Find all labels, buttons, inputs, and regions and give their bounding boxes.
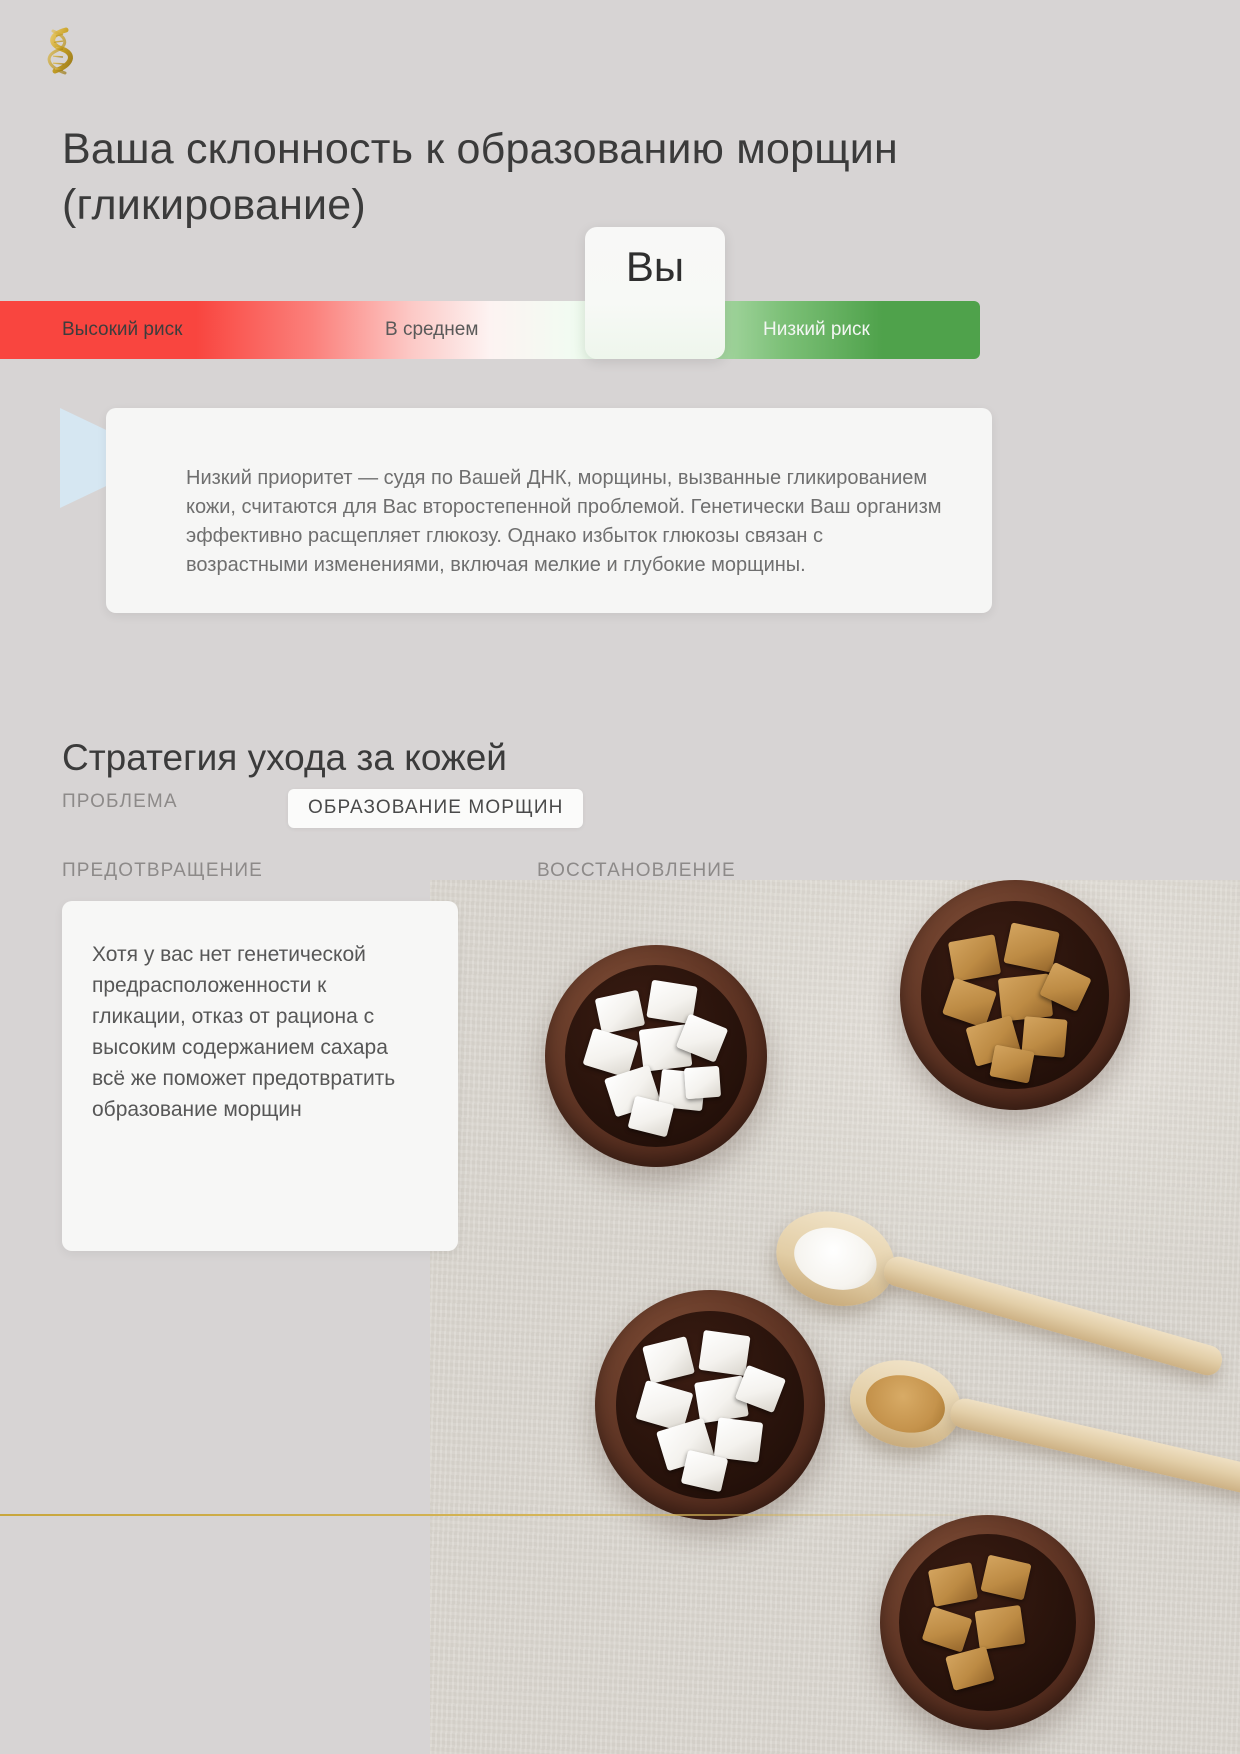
problem-kicker: ПРОБЛЕМА (62, 791, 178, 812)
risk-gradient-bar (0, 301, 980, 359)
bowl-brown-sugar-top (900, 880, 1130, 1110)
risk-label-middle: В среднем (385, 319, 479, 340)
you-marker: Вы (585, 227, 725, 359)
section-title-strategy: Стратегия ухода за кожей (62, 736, 507, 778)
you-marker-label: Вы (625, 243, 685, 290)
risk-label-high: Высокий риск (62, 319, 183, 340)
page-title: Ваша склонность к образованию морщин (гл… (62, 124, 898, 229)
bowl-white-sugar-bottom (595, 1290, 825, 1520)
prevention-card-text: Хотя у вас нет генетической предрасполож… (92, 943, 396, 1121)
callout-panel (106, 408, 992, 613)
bowl-brown-sugar-bottom (880, 1515, 1095, 1730)
dna-helix-icon (36, 24, 82, 80)
callout-text: Низкий приоритет — судя по Вашей ДНК, мо… (186, 467, 942, 576)
column-header-prevention: ПРЕДОТВРАЩЕНИЕ (62, 860, 263, 881)
column-header-recovery: ВОССТАНОВЛЕНИЕ (537, 860, 736, 881)
prevention-card: Хотя у вас нет генетической предрасполож… (62, 901, 458, 1251)
risk-label-low: Низкий риск (763, 319, 870, 340)
footer-divider (0, 1514, 1000, 1516)
problem-badge: ОБРАЗОВАНИЕ МОРЩИН (288, 789, 584, 828)
sugar-photo (430, 880, 1240, 1754)
risk-scale: Высокий риск В среднем Низкий риск Вы (0, 227, 980, 359)
bowl-white-sugar-top (545, 945, 767, 1167)
